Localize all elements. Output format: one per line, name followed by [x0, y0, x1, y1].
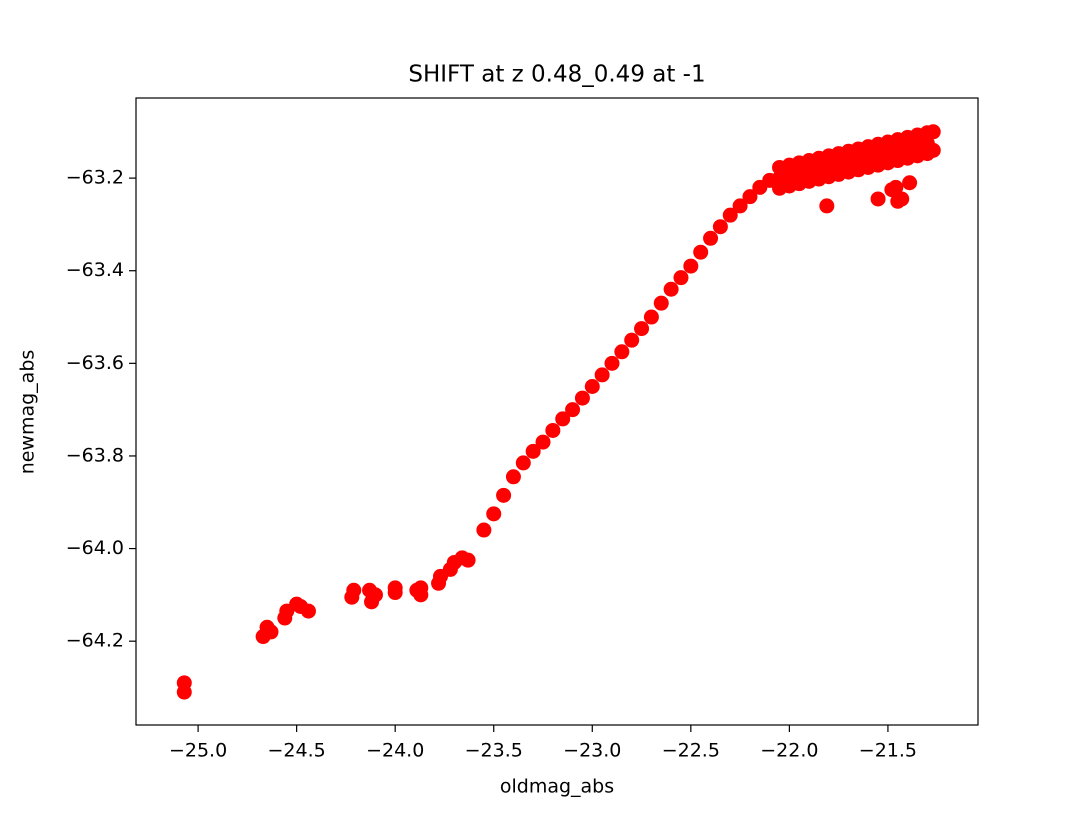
- point: [673, 270, 689, 286]
- point: [653, 295, 669, 311]
- point: [496, 487, 512, 503]
- point: [732, 198, 748, 214]
- x-tick-label: −25.0: [169, 740, 227, 762]
- point: [476, 522, 492, 538]
- x-tick-label: −22.5: [662, 740, 720, 762]
- x-tick-label: −23.5: [465, 740, 523, 762]
- point: [722, 207, 738, 223]
- x-tick-label: −24.5: [268, 740, 326, 762]
- x-axis-label: oldmag_abs: [500, 776, 614, 798]
- point: [925, 124, 941, 140]
- y-axis-label: newmag_abs: [17, 350, 39, 475]
- point: [712, 219, 728, 235]
- point: [870, 191, 886, 207]
- point: [574, 390, 590, 406]
- point: [367, 587, 383, 603]
- point: [555, 411, 571, 427]
- point: [819, 198, 835, 214]
- x-tick-label: −22.0: [760, 740, 818, 762]
- plot-frame: [135, 97, 979, 726]
- point: [683, 258, 699, 274]
- point: [614, 344, 630, 360]
- y-tick-label: −64.0: [66, 537, 124, 559]
- point: [565, 402, 581, 418]
- point: [525, 443, 541, 459]
- point: [703, 230, 719, 246]
- point: [413, 587, 429, 603]
- point: [387, 585, 403, 601]
- chart-title: SHIFT at z 0.48_0.49 at -1: [408, 62, 705, 88]
- point: [604, 355, 620, 371]
- y-tick-label: −63.4: [66, 259, 124, 281]
- point: [263, 624, 279, 640]
- point: [643, 309, 659, 325]
- y-tick-label: −64.2: [66, 630, 124, 652]
- point: [693, 244, 709, 260]
- point: [902, 175, 918, 191]
- y-tick-label: −63.2: [66, 167, 124, 189]
- point: [346, 582, 362, 598]
- x-tick-label: −21.5: [859, 740, 917, 762]
- point: [300, 603, 316, 619]
- x-tick-label: −24.0: [366, 740, 424, 762]
- point: [515, 455, 531, 471]
- y-tick-label: −63.8: [66, 444, 124, 466]
- point: [594, 367, 610, 383]
- point: [634, 321, 650, 337]
- y-tick-label: −63.6: [66, 352, 124, 374]
- point: [545, 422, 561, 438]
- point: [176, 684, 192, 700]
- point: [663, 281, 679, 297]
- point: [624, 332, 640, 348]
- point: [584, 378, 600, 394]
- point: [742, 189, 758, 205]
- point: [925, 142, 941, 158]
- point: [505, 469, 521, 485]
- point: [486, 506, 502, 522]
- x-tick-label: −23.0: [563, 740, 621, 762]
- point: [460, 552, 476, 568]
- point: [535, 434, 551, 450]
- point: [894, 191, 910, 207]
- point: [888, 179, 904, 195]
